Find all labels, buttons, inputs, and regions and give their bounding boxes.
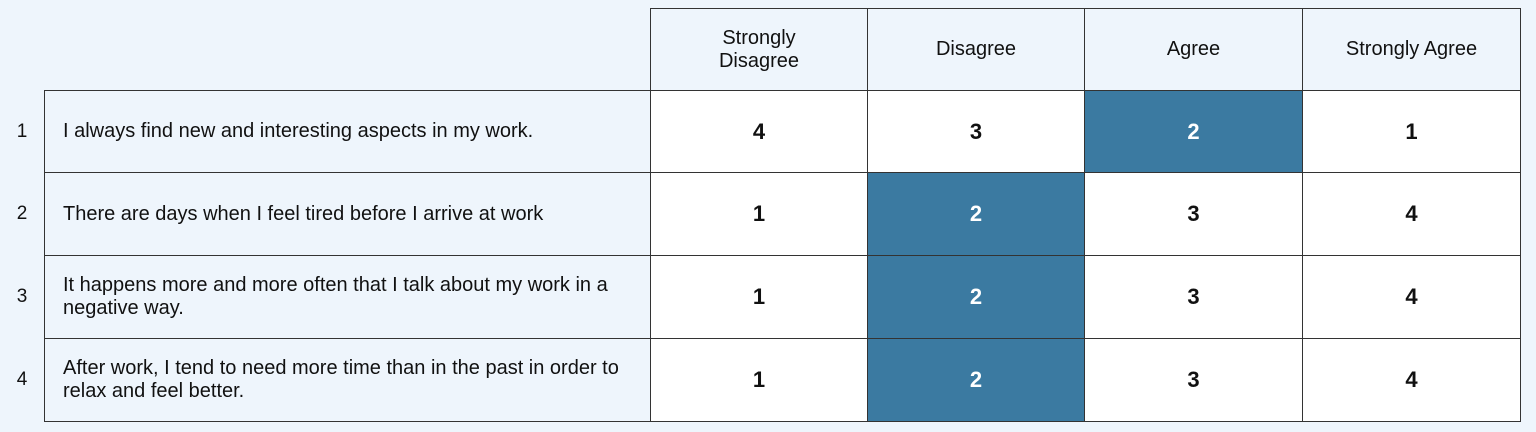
rating-cell[interactable]: 3 — [1084, 255, 1303, 339]
column-header: Strongly Agree — [1302, 8, 1521, 91]
rating-cell[interactable]: 1 — [650, 338, 868, 422]
statement: I always find new and interesting aspect… — [44, 90, 651, 173]
row-number: 2 — [16, 203, 28, 224]
row-number: 3 — [16, 286, 28, 307]
rating-cell[interactable]: 4 — [1302, 338, 1521, 422]
column-header: Agree — [1084, 8, 1303, 91]
statement: There are days when I feel tired before … — [44, 172, 651, 256]
rating-cell[interactable]: 1 — [650, 255, 868, 339]
rating-cell[interactable]: 3 — [1084, 338, 1303, 422]
statement: After work, I tend to need more time tha… — [44, 338, 651, 422]
rating-cell[interactable]: 2 — [1084, 90, 1303, 173]
row-number: 4 — [16, 369, 28, 390]
rating-cell[interactable]: 2 — [867, 338, 1085, 422]
rating-cell[interactable]: 2 — [867, 172, 1085, 256]
rating-cell[interactable]: 2 — [867, 255, 1085, 339]
rating-cell[interactable]: 4 — [650, 90, 868, 173]
rating-cell[interactable]: 1 — [1302, 90, 1521, 173]
rating-cell[interactable]: 4 — [1302, 172, 1521, 256]
statement: It happens more and more often that I ta… — [44, 255, 651, 339]
rating-cell[interactable]: 3 — [1084, 172, 1303, 256]
column-header: Disagree — [867, 8, 1085, 91]
rating-cell[interactable]: 1 — [650, 172, 868, 256]
rating-cell[interactable]: 4 — [1302, 255, 1521, 339]
row-number: 1 — [16, 120, 28, 142]
column-header: Strongly Disagree — [650, 8, 868, 91]
rating-cell[interactable]: 3 — [867, 90, 1085, 173]
